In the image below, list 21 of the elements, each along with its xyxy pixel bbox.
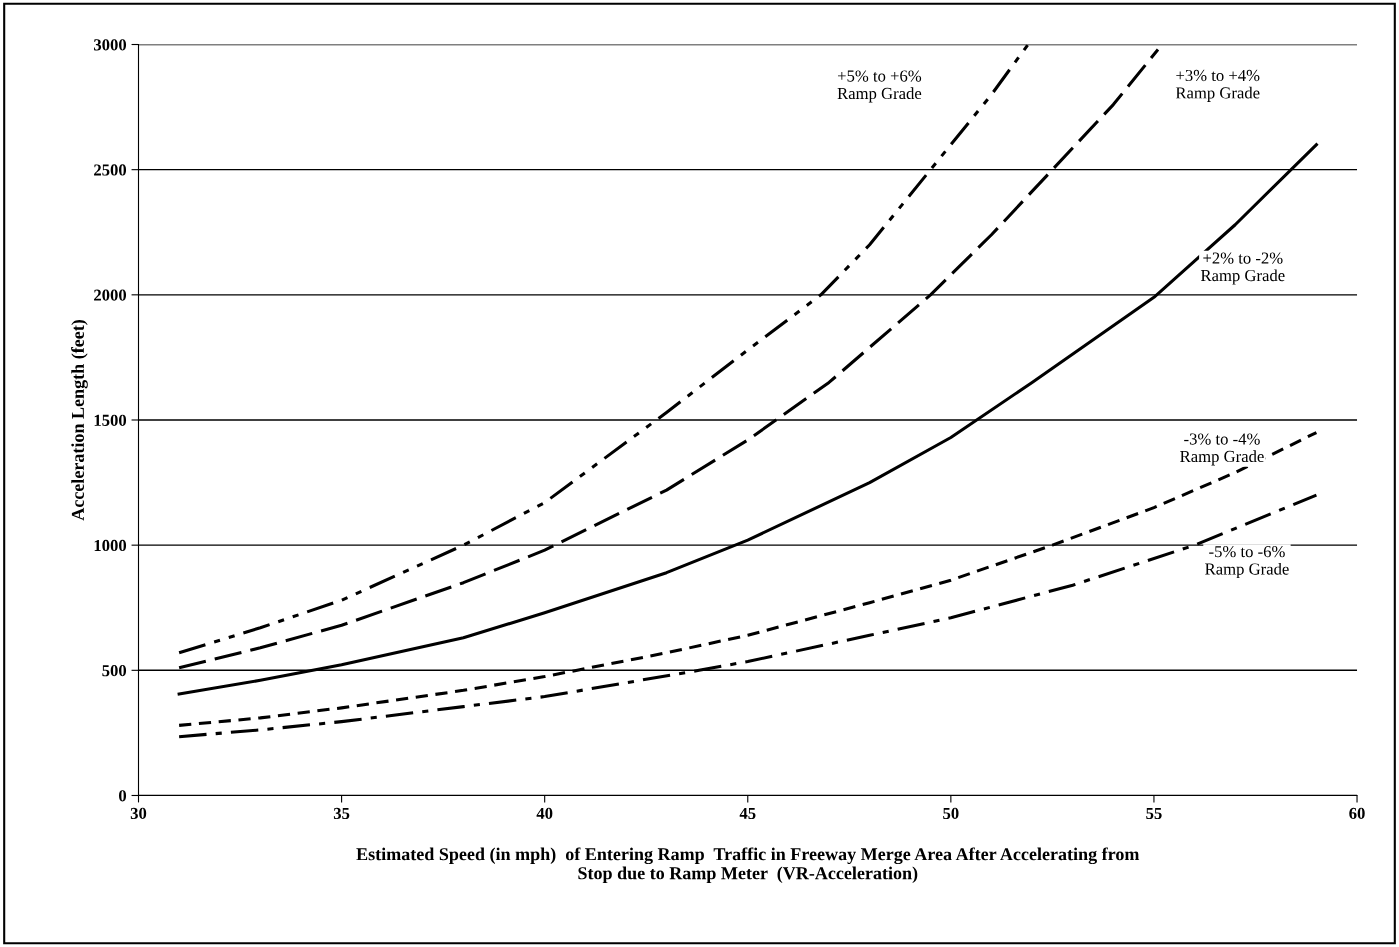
y-axis-title: Acceleration Length (feet) — [71, 320, 88, 521]
x-tick-label: 45 — [739, 807, 756, 820]
y-tick-label: 1000 — [94, 539, 127, 552]
x-tick-label: 40 — [536, 807, 553, 820]
y-tick-label: 2500 — [94, 164, 127, 176]
x-tick-label: 35 — [333, 807, 350, 820]
series-label: -3% to -4% Ramp Grade — [1180, 433, 1264, 466]
y-tick-label: 2000 — [94, 289, 127, 301]
series-label: +3% to +4% Ramp Grade — [1175, 69, 1260, 102]
y-tick-label: 500 — [102, 665, 127, 677]
x-tick-label: 55 — [1146, 807, 1162, 820]
x-tick-label: 50 — [943, 807, 959, 820]
y-tick-label: 3000 — [93, 39, 127, 51]
x-tick-label: 60 — [1349, 807, 1365, 820]
y-tick-label: 0 — [119, 790, 127, 802]
x-axis-title: Estimated Speed (in mph) of Entering Ramp Traffic in Freeway Merge Area After Accelerating from Stop due to Ramp Meter (VR-Acceleration) — [356, 847, 1140, 883]
text: +5% to +6% Ramp Grade — [837, 70, 922, 103]
x-tick-label: 30 — [130, 807, 147, 820]
series-label: -5% to -6% Ramp Grade — [1205, 545, 1289, 579]
y-tick-label: 1500 — [94, 414, 127, 426]
series-label: +2% to -2% Ramp Grade — [1200, 252, 1285, 285]
